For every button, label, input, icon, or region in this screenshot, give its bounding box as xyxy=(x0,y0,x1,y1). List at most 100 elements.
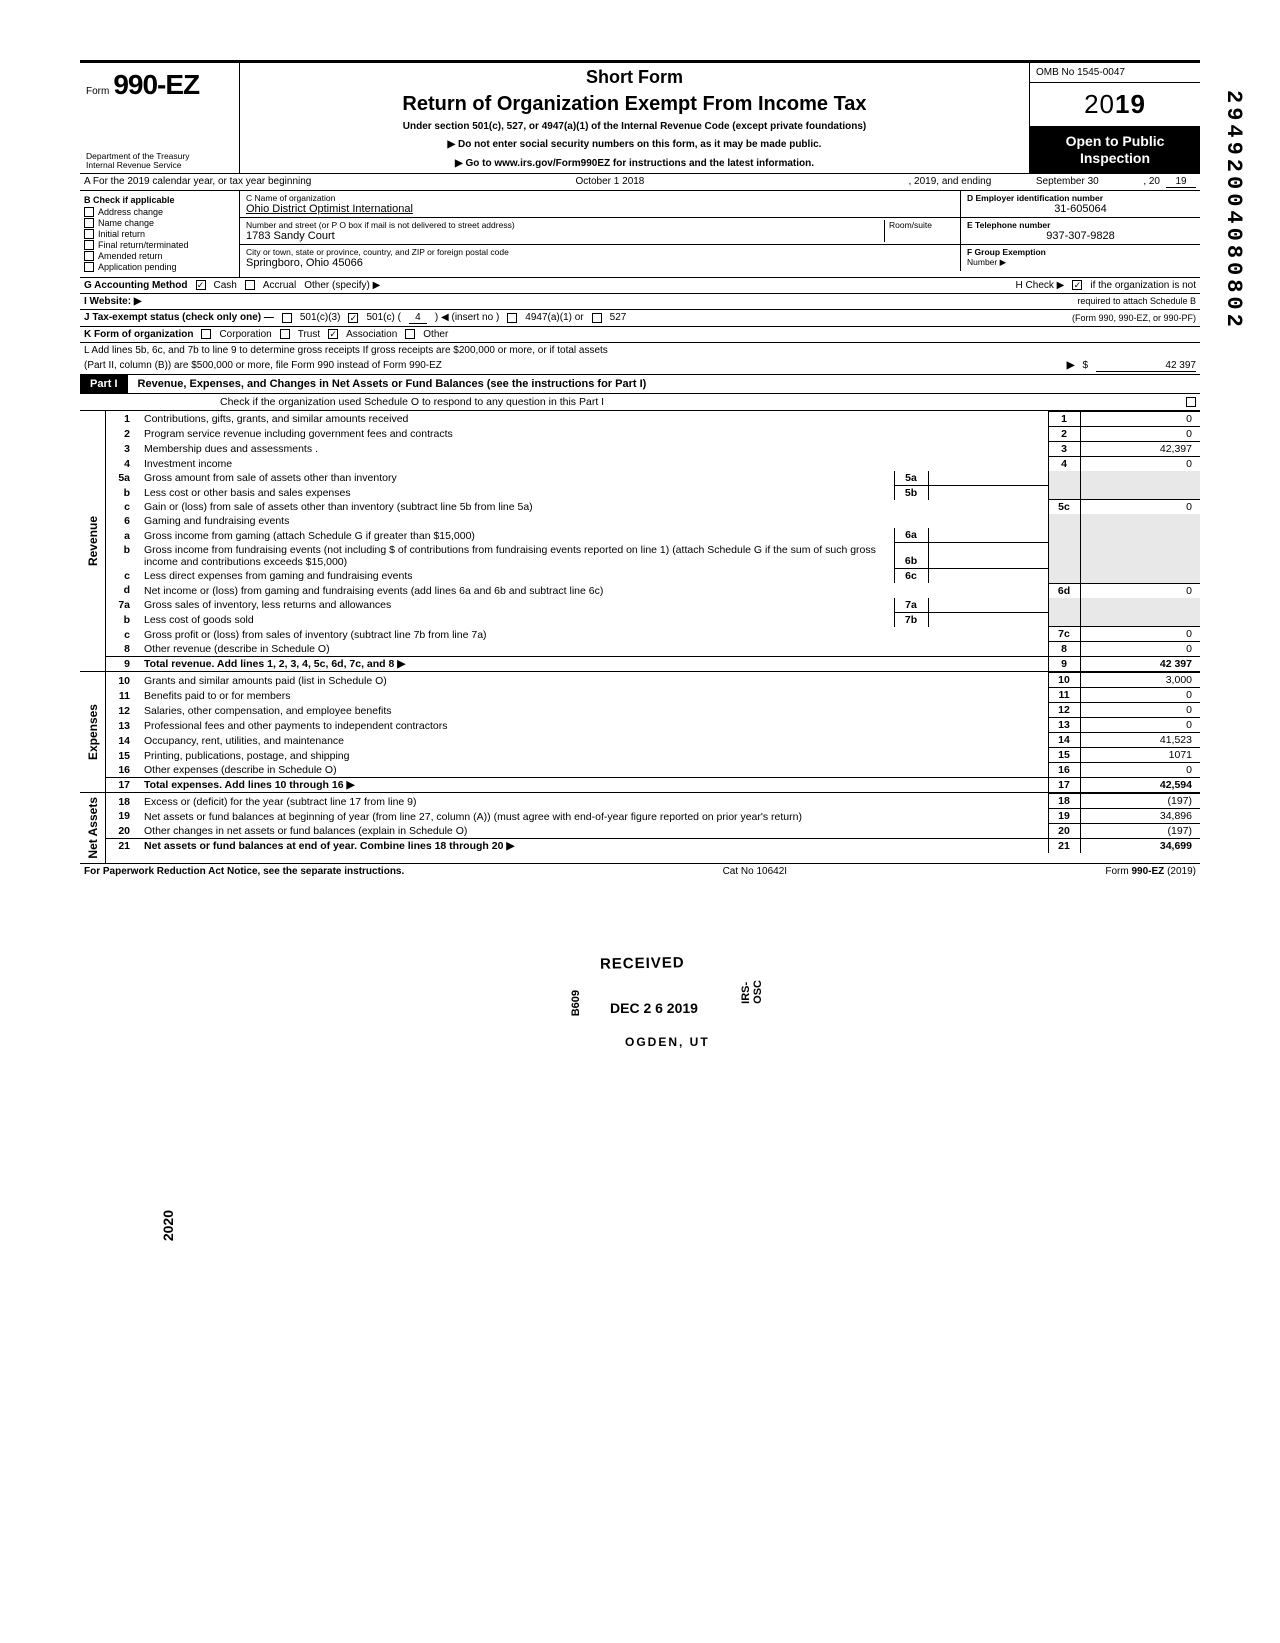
tax-year: 2019 xyxy=(1030,83,1200,127)
omb-number: OMB No 1545-0047 xyxy=(1030,63,1200,83)
dept-line-2: Internal Revenue Service xyxy=(86,161,233,170)
row-17: 17Total expenses. Add lines 10 through 1… xyxy=(106,778,1200,793)
d-ein-label: D Employer identification number xyxy=(967,193,1194,203)
city-label: City or town, state or province, country… xyxy=(246,247,954,257)
l-value: 42 397 xyxy=(1096,360,1196,372)
expenses-table: 10Grants and similar amounts paid (list … xyxy=(106,672,1200,792)
l-line1: L Add lines 5b, 6c, and 7b to line 9 to … xyxy=(84,345,1196,356)
chk-527[interactable] xyxy=(592,313,602,323)
form-990ez: 990-EZ xyxy=(113,69,199,101)
row-6b: bGross income from fundraising events (n… xyxy=(106,543,1200,569)
b609-stamp: B609 xyxy=(570,990,582,1016)
netassets-section: Net Assets 18Excess or (deficit) for the… xyxy=(80,793,1200,863)
entity-block: B Check if applicable Address change Nam… xyxy=(80,191,1200,278)
checkbox-icon[interactable] xyxy=(84,251,94,261)
chk-assoc[interactable]: ✓ xyxy=(328,329,338,339)
form-number-block: Form 990-EZ xyxy=(86,69,233,101)
h-line2: required to attach Schedule B xyxy=(1077,296,1196,306)
row-21: 21Net assets or fund balances at end of … xyxy=(106,839,1200,854)
row-7b: bLess cost of goods sold7b xyxy=(106,612,1200,627)
chk-name-change[interactable]: Name change xyxy=(84,218,235,228)
header-center: Short Form Return of Organization Exempt… xyxy=(240,63,1030,173)
received-stamp: RECEIVED xyxy=(600,954,685,972)
row-20: 20Other changes in net assets or fund ba… xyxy=(106,824,1200,839)
j-label: J Tax-exempt status (check only one) — xyxy=(84,312,274,323)
row-15: 15Printing, publications, postage, and s… xyxy=(106,748,1200,763)
chk-other-org[interactable] xyxy=(405,329,415,339)
c-name-label: C Name of organization xyxy=(246,193,954,203)
revenue-section: Revenue 1Contributions, gifts, grants, a… xyxy=(80,411,1200,673)
f-number-label: Number ▶ xyxy=(967,257,1194,268)
row-12: 12Salaries, other compensation, and empl… xyxy=(106,703,1200,718)
street-value: 1783 Sandy Court xyxy=(246,230,884,242)
line-i: I Website: ▶ required to attach Schedule… xyxy=(80,294,1200,310)
row-5b: bLess cost or other basis and sales expe… xyxy=(106,485,1200,500)
row-16: 16Other expenses (describe in Schedule O… xyxy=(106,763,1200,778)
col-b: B Check if applicable Address change Nam… xyxy=(80,191,240,277)
chk-501c3[interactable] xyxy=(282,313,292,323)
part1-header: Part I Revenue, Expenses, and Changes in… xyxy=(80,374,1200,394)
checkbox-icon[interactable] xyxy=(84,207,94,217)
chk-cash[interactable]: ✓ xyxy=(196,280,206,290)
h-rest: if the organization is not xyxy=(1090,280,1196,291)
line-k: K Form of organization Corporation Trust… xyxy=(80,327,1200,343)
checkbox-icon[interactable] xyxy=(84,262,94,272)
chk-corp[interactable] xyxy=(201,329,211,339)
inspection-word: Inspection xyxy=(1032,150,1198,167)
expenses-tab: Expenses xyxy=(80,672,106,792)
row-5c: cGain or (loss) from sale of assets othe… xyxy=(106,500,1200,515)
j-insert-no: 4 xyxy=(409,312,427,324)
chk-h[interactable]: ✓ xyxy=(1072,280,1082,290)
chk-trust[interactable] xyxy=(280,329,290,339)
chk-accrual[interactable] xyxy=(245,280,255,290)
checkbox-icon[interactable] xyxy=(84,218,94,228)
date-stamp: DEC 2 6 2019 xyxy=(610,1000,698,1016)
h-line3: (Form 990, 990-EZ, or 990-PF) xyxy=(1072,313,1196,323)
ssn-warning: ▶ Do not enter social security numbers o… xyxy=(248,139,1021,150)
l-arrow: ▶ xyxy=(1067,360,1075,371)
row-1: 1Contributions, gifts, grants, and simil… xyxy=(106,411,1200,426)
row-3: 3Membership dues and assessments .342,39… xyxy=(106,441,1200,456)
line-a-end: September 30 xyxy=(997,176,1137,187)
irs-link-line: ▶ Go to www.irs.gov/Form990EZ for instru… xyxy=(248,158,1021,169)
line-j: J Tax-exempt status (check only one) — 5… xyxy=(80,310,1200,327)
chk-501c[interactable]: ✓ xyxy=(348,313,358,323)
expenses-label: Expenses xyxy=(84,700,102,764)
chk-final-return[interactable]: Final return/terminated xyxy=(84,240,235,250)
h-label: H Check ▶ xyxy=(1016,280,1065,291)
chk-4947[interactable] xyxy=(507,313,517,323)
checkbox-icon[interactable] xyxy=(84,240,94,250)
treasury-dept: Department of the Treasury Internal Reve… xyxy=(86,152,233,171)
chk-schedule-o[interactable] xyxy=(1186,397,1196,407)
l-dollar: $ xyxy=(1082,360,1088,371)
row-7c: cGross profit or (loss) from sales of in… xyxy=(106,627,1200,642)
ein-value: 31-605064 xyxy=(967,203,1194,215)
expenses-section: Expenses 10Grants and similar amounts pa… xyxy=(80,672,1200,793)
row-11: 11Benefits paid to or for members110 xyxy=(106,688,1200,703)
row-13: 13Professional fees and other payments t… xyxy=(106,718,1200,733)
l-line2: (Part II, column (B)) are $500,000 or mo… xyxy=(84,360,442,371)
city-value: Springboro, Ohio 45066 xyxy=(246,257,954,269)
revenue-tab: Revenue xyxy=(80,411,106,672)
line-l-2: (Part II, column (B)) are $500,000 or mo… xyxy=(80,358,1200,374)
chk-initial-return[interactable]: Initial return xyxy=(84,229,235,239)
part1-sub: Check if the organization used Schedule … xyxy=(80,394,1200,411)
row-2: 2Program service revenue including gover… xyxy=(106,426,1200,441)
col-cd: C Name of organization Ohio District Opt… xyxy=(240,191,1200,277)
revenue-table: 1Contributions, gifts, grants, and simil… xyxy=(106,411,1200,672)
irs-osc-stamp: IRS-OSC xyxy=(740,980,764,1004)
checkbox-icon[interactable] xyxy=(84,229,94,239)
chk-address-change[interactable]: Address change xyxy=(84,207,235,217)
room-label: Room/suite xyxy=(889,220,954,230)
street-label: Number and street (or P O box if mail is… xyxy=(246,220,884,230)
chk-pending[interactable]: Application pending xyxy=(84,262,235,272)
row-4: 4Investment income40 xyxy=(106,456,1200,471)
f-group-label: F Group Exemption xyxy=(967,247,1194,257)
row-7a: 7aGross sales of inventory, less returns… xyxy=(106,598,1200,613)
row-6c: cLess direct expenses from gaming and fu… xyxy=(106,569,1200,584)
ogden-stamp: OGDEN, UT xyxy=(625,1035,710,1049)
row-6d: dNet income or (loss) from gaming and fu… xyxy=(106,583,1200,598)
chk-amended[interactable]: Amended return xyxy=(84,251,235,261)
row-6: 6Gaming and fundraising events xyxy=(106,514,1200,528)
line-a-label: A For the 2019 calendar year, or tax yea… xyxy=(84,176,311,187)
